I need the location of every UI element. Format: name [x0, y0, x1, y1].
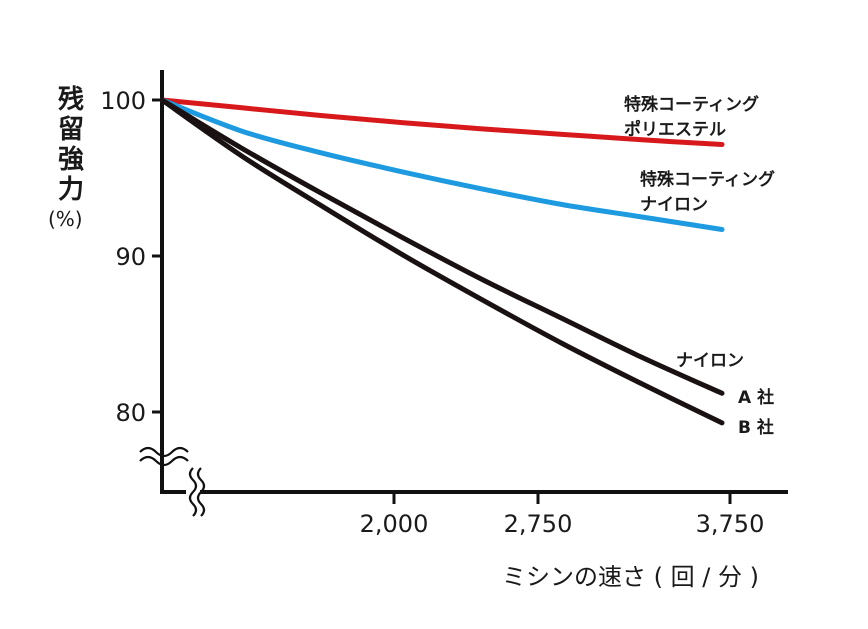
y-tick-label-80: 80	[115, 399, 146, 427]
series-label-a-company: A 社	[738, 387, 774, 408]
series-label-nylon-coat-1: 特殊コーティング	[640, 169, 775, 190]
series-label-poly-1: 特殊コーティング	[624, 94, 759, 115]
x-axis-label: ミシンの速さ ( 回 / 分 )	[502, 563, 759, 591]
y-tick-label-90: 90	[115, 243, 146, 271]
y-axis-label-char-4: 力	[58, 175, 84, 205]
y-tick-label-100: 100	[100, 87, 146, 115]
series-label-nylon-coat-2: ナイロン	[640, 195, 708, 215]
series-labels: 特殊コーティング ポリエステル 特殊コーティング ナイロン ナイロン A 社 B…	[624, 94, 775, 438]
y-axis-label-char-3: 強	[58, 145, 84, 175]
x-tick-label-2: 3,750	[696, 510, 765, 538]
series-line-0	[159, 97, 725, 147]
x-tick-label-1: 2,750	[504, 510, 573, 538]
series-line-3	[159, 97, 725, 426]
series-label-poly-2: ポリエステル	[624, 119, 726, 140]
y-tick-group: 100 90 80	[100, 87, 162, 427]
y-axis-break-mark	[139, 446, 189, 467]
y-axis-unit: (%)	[48, 207, 83, 231]
y-axis-label: 残 留 強 力 (%)	[48, 85, 84, 231]
y-axis-label-char-1: 残	[58, 85, 84, 115]
series-label-nylon: ナイロン	[676, 351, 744, 371]
x-tick-group: 2,000 2,750 3,750	[360, 492, 765, 538]
x-tick-label-0: 2,000	[360, 510, 429, 538]
series-lines	[159, 97, 725, 426]
series-line-2	[159, 97, 725, 396]
y-axis-label-char-2: 留	[58, 115, 84, 145]
series-label-b-company: B 社	[738, 417, 774, 438]
series-line-1	[159, 97, 725, 232]
x-axis-break-mark	[186, 466, 206, 517]
